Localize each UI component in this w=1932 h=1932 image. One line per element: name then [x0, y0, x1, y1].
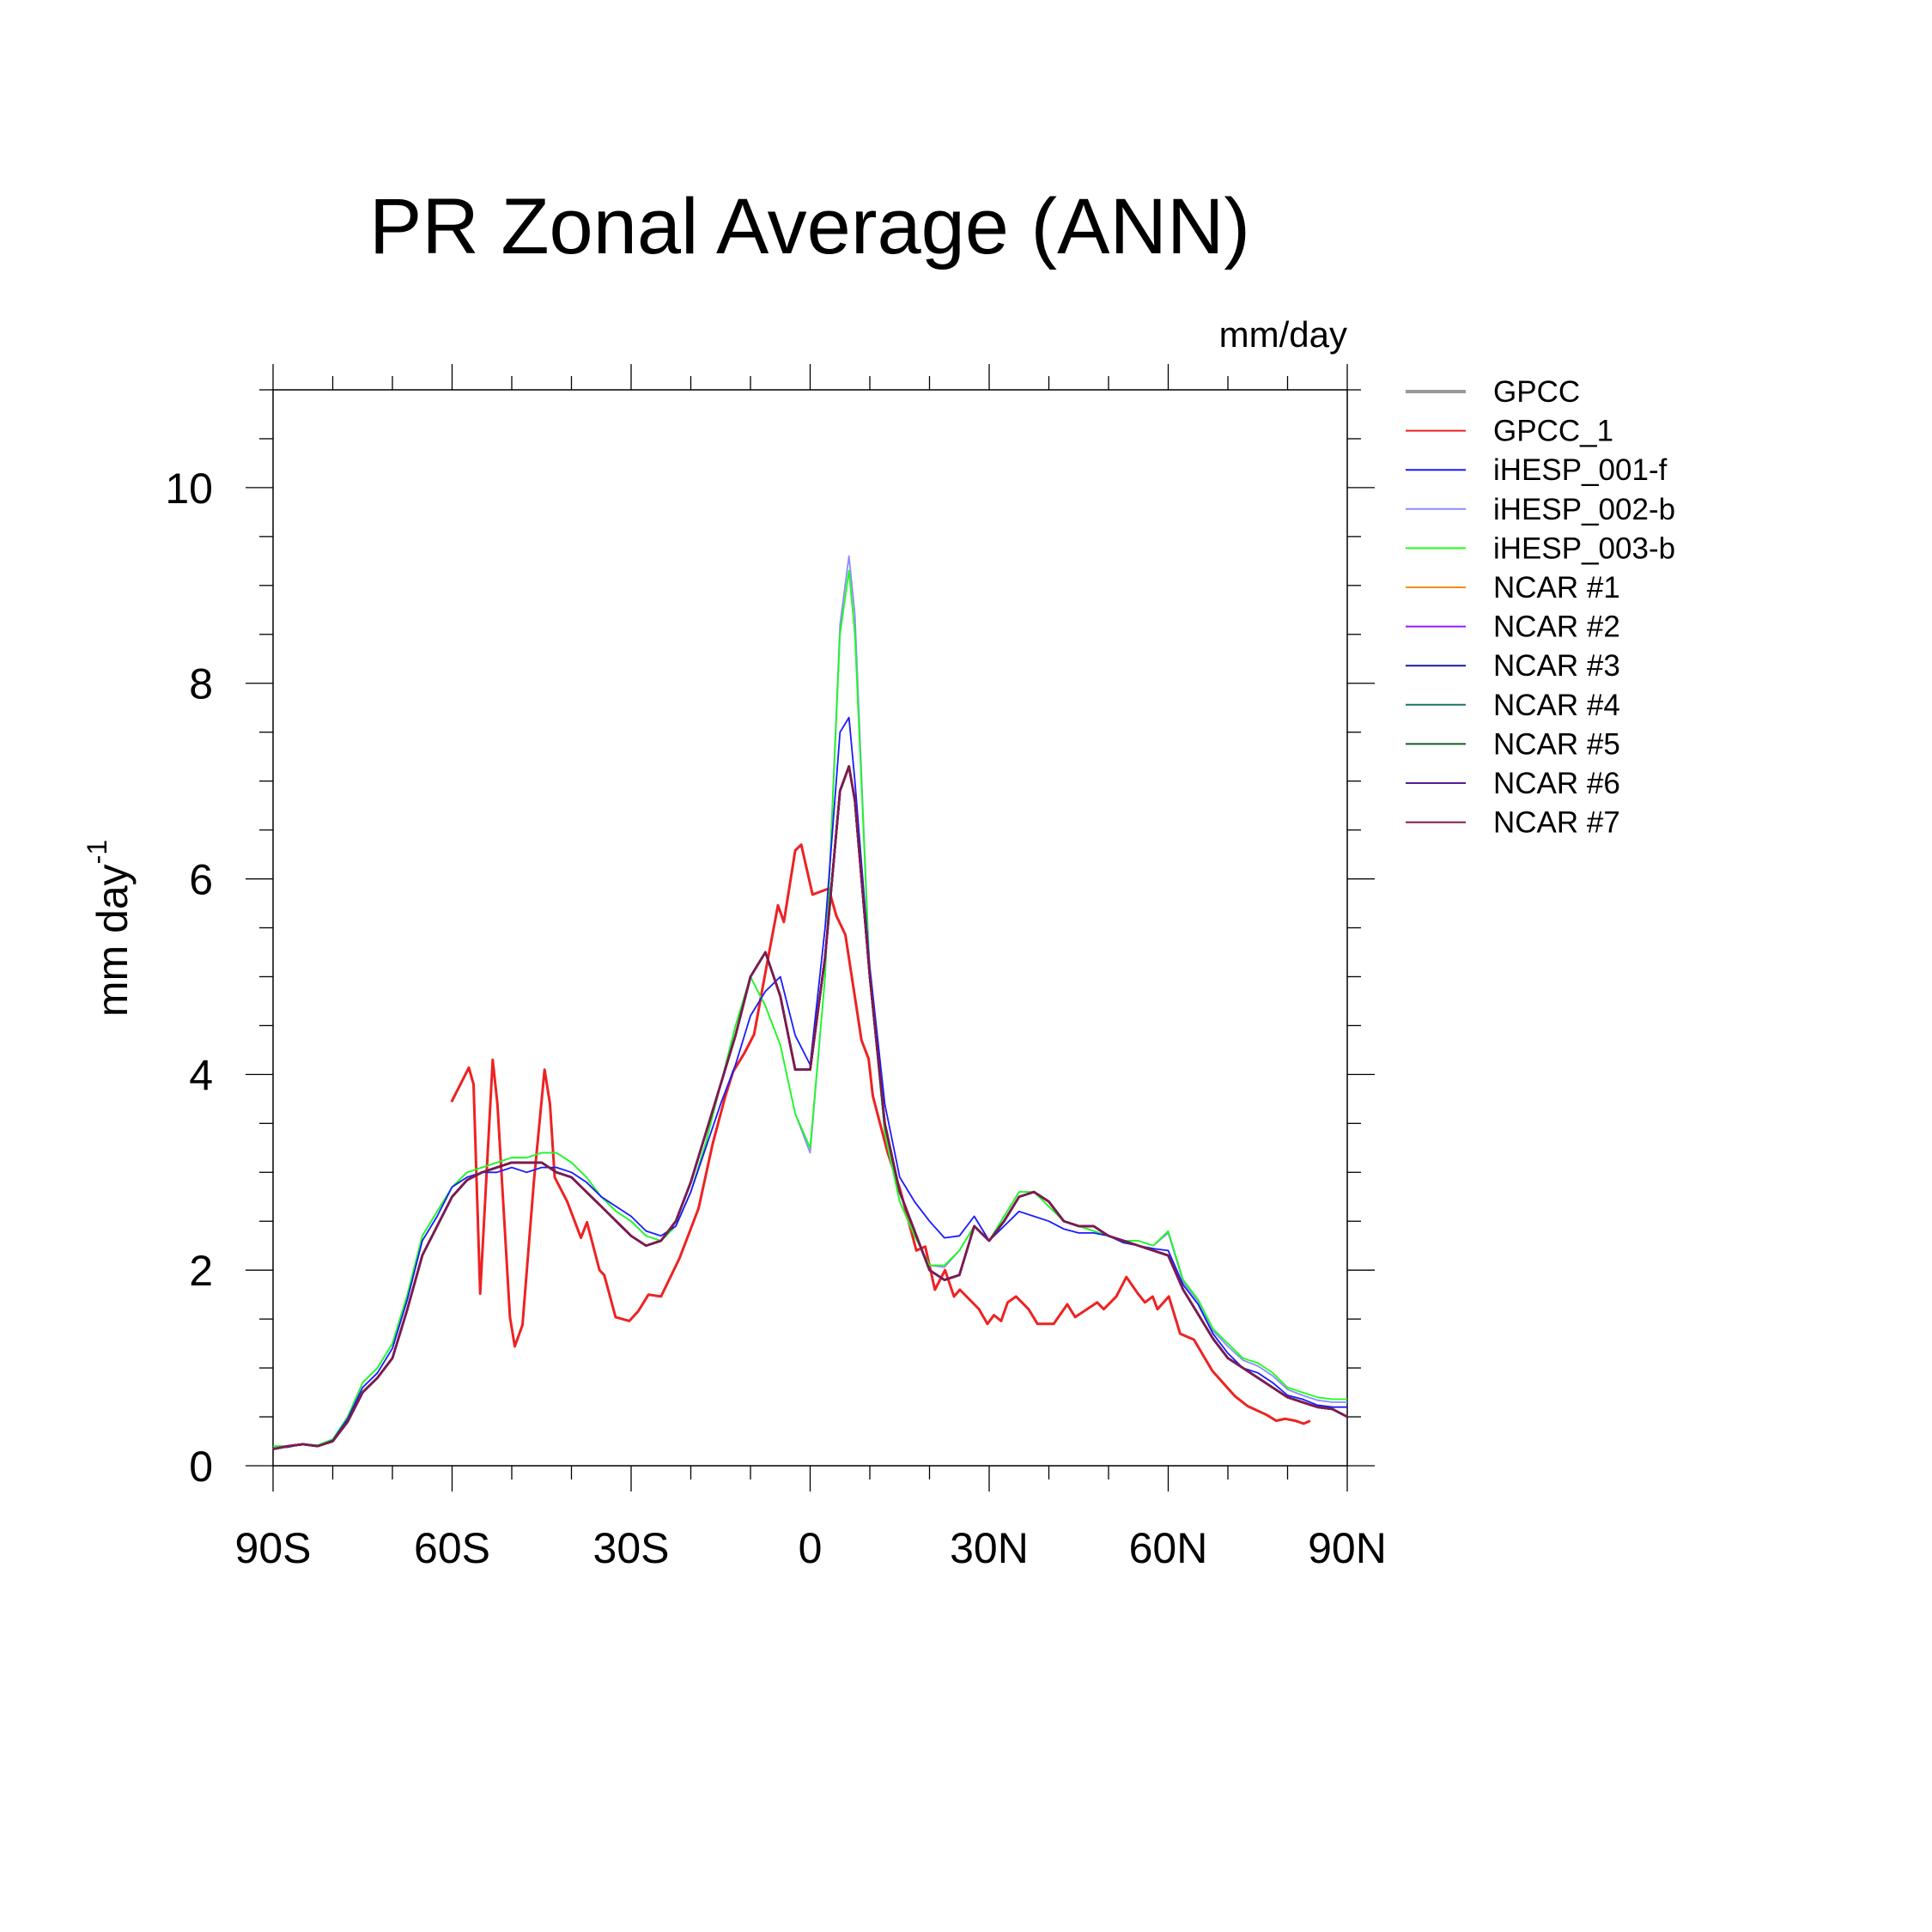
y-tick-label: 4: [189, 1051, 213, 1099]
y-axis-label-superscript: -1: [82, 840, 112, 864]
series-lines: [272, 555, 1348, 1450]
legend-label: NCAR #7: [1493, 806, 1620, 840]
y-axis-label-text: mm day: [88, 864, 137, 1017]
y-tick-label: 6: [189, 856, 213, 904]
y-axis-label: mm day-1: [82, 840, 137, 1017]
legend-label: GPCC: [1493, 375, 1580, 409]
legend-label: GPCC_1: [1493, 415, 1613, 448]
legend-label: NCAR #3: [1493, 649, 1620, 683]
x-tick-label: 90N: [1308, 1524, 1387, 1572]
legend-label: iHESP_002-b: [1493, 493, 1675, 526]
x-tick-label: 30N: [950, 1524, 1029, 1572]
y-tick-label: 2: [189, 1247, 213, 1295]
x-tick-label: 30S: [593, 1524, 670, 1572]
series-line-ncar-5: [272, 765, 1348, 1450]
series-line-ihesp-003-b: [273, 569, 1347, 1448]
axes: 90S 60S 30S 0 30N 60N 90N 0 2 4 6 8 10: [165, 364, 1387, 1572]
legend: GPCC GPCC_1 iHESP_001-f iHESP_002-b iHESP_00…: [1406, 375, 1675, 840]
series-line-ncar-6: [272, 765, 1348, 1450]
y-tick-label: 10: [165, 465, 213, 513]
legend-label: iHESP_003-b: [1493, 532, 1675, 565]
legend-label: NCAR #5: [1493, 727, 1620, 761]
legend-label: NCAR #1: [1493, 571, 1620, 605]
series-line-ihesp-001-f: [272, 716, 1347, 1449]
x-tick-label: 90S: [235, 1524, 312, 1572]
series-line-ihesp-002-b: [273, 555, 1347, 1448]
series-line-ncar-3: [272, 765, 1348, 1450]
series-line-ncar-2: [272, 765, 1348, 1450]
series-line-ncar-4: [272, 765, 1348, 1450]
x-tick-label: 60N: [1129, 1524, 1208, 1572]
legend-label: iHESP_001-f: [1493, 453, 1668, 487]
legend-label: NCAR #4: [1493, 689, 1620, 722]
chart-title: PR Zonal Average (ANN): [369, 183, 1250, 270]
series-line-ncar-7: [272, 765, 1348, 1450]
series-line-gpcc-1: [450, 843, 1311, 1425]
x-tick-label: 0: [799, 1524, 823, 1572]
units-label: mm/day: [1219, 314, 1347, 355]
y-tick-label: 0: [189, 1443, 213, 1491]
legend-label: NCAR #2: [1493, 611, 1620, 644]
plot-frame: [272, 389, 1348, 1467]
x-tick-label: 60S: [414, 1524, 490, 1572]
legend-label: NCAR #6: [1493, 767, 1620, 800]
y-tick-label: 8: [189, 660, 213, 708]
series-line-ncar-1: [272, 765, 1348, 1450]
